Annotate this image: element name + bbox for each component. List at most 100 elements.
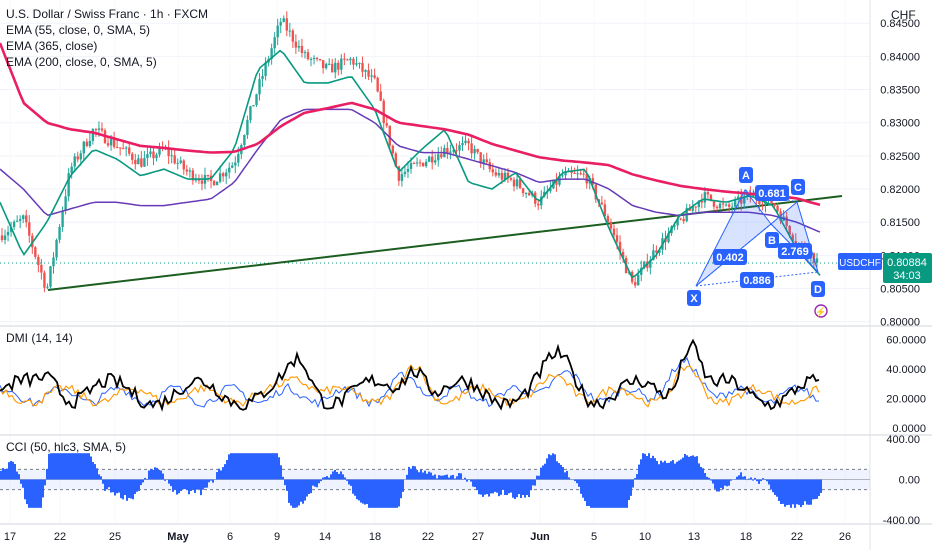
cci-bar (490, 480, 492, 494)
cci-bar (580, 480, 582, 494)
currency-label[interactable]: CHF (891, 8, 916, 22)
cci-bar (622, 480, 624, 508)
candle-body (128, 148, 130, 154)
pattern-point-c: C (794, 182, 802, 194)
cci-bar (106, 480, 108, 490)
cci-bar (330, 474, 332, 479)
cci-bar (680, 459, 682, 479)
cci-bar (90, 456, 92, 479)
cci-bar (120, 480, 122, 499)
cci-bar (92, 462, 94, 480)
cci-bar (108, 480, 110, 488)
cci-bar (240, 453, 242, 479)
cci-bar (356, 480, 358, 500)
cci-bar (308, 480, 310, 495)
candle-body (140, 158, 142, 166)
candle-body (310, 59, 312, 60)
candle-body (83, 142, 85, 154)
cci-bar (638, 465, 640, 480)
cci-bar (288, 480, 290, 503)
cci-bar (278, 457, 280, 479)
price-tick-label: 0.80500 (880, 284, 920, 296)
legend-ema365[interactable]: EMA (365, close) (6, 38, 208, 54)
price-tick-label: 0.84000 (880, 51, 920, 63)
cci-bar (124, 480, 126, 496)
cci-bar (332, 471, 334, 479)
cci-bar (458, 473, 460, 479)
candle-body (383, 101, 385, 123)
cci-bar (558, 463, 560, 479)
cci-bar (650, 458, 652, 479)
cci-title[interactable]: CCI (50, hlc3, SMA, 5) (6, 440, 126, 454)
candle-body (125, 148, 127, 149)
cci-bar (528, 480, 530, 498)
cci-bar (722, 480, 724, 490)
cci-bar (758, 480, 760, 484)
cci-bar (510, 480, 512, 493)
cci-bar (754, 478, 756, 480)
cci-bar (578, 480, 580, 487)
candle-body (77, 156, 79, 159)
candle-body (461, 143, 463, 145)
cci-bar (110, 480, 112, 493)
legend-ema55[interactable]: EMA (55, close, 0, SMA, 5) (6, 22, 208, 38)
cci-bar (216, 472, 218, 479)
cci-bar (668, 463, 670, 480)
cci-bar (672, 460, 674, 479)
candle-body (495, 172, 497, 175)
candle-body (325, 64, 327, 68)
cci-bar (634, 478, 636, 479)
cci-bar (806, 480, 808, 505)
candle-body (407, 169, 409, 172)
candle-body (576, 173, 578, 174)
cci-bar (488, 480, 490, 497)
cci-bar (540, 468, 542, 480)
cci-bar (600, 480, 602, 508)
legend-ema200[interactable]: EMA (200, close, 0, SMA, 5) (6, 54, 208, 70)
candle-body (28, 222, 30, 235)
cci-bar (756, 480, 758, 482)
cci-bar (154, 467, 156, 479)
cci-bar (112, 480, 114, 493)
pattern-point-d: D (814, 284, 822, 296)
cci-bar (168, 480, 170, 484)
cci-bar (0, 471, 2, 480)
candle-body (373, 75, 375, 78)
dmi-title[interactable]: DMI (14, 14) (6, 331, 73, 345)
cci-bar (164, 480, 166, 481)
candle-body (46, 287, 48, 288)
cci-bar (694, 457, 696, 480)
cci-bar (144, 478, 146, 480)
date-tick-label: 25 (109, 531, 121, 543)
candle-body (313, 58, 315, 59)
cci-bar (744, 476, 746, 479)
candle-body (716, 207, 718, 208)
cci-bar (132, 480, 134, 500)
date-tick-label: 9 (274, 531, 280, 543)
cci-bar (562, 467, 564, 479)
cci-bar (500, 480, 502, 495)
candle-body (707, 192, 709, 194)
cci-bar (346, 480, 348, 481)
cci-bar (416, 470, 418, 479)
cci-bar (230, 453, 232, 479)
cci-bar (746, 480, 748, 481)
candle-body (525, 193, 527, 194)
cci-bar (58, 453, 60, 479)
cci-bar (566, 471, 568, 480)
cci-bar (306, 480, 308, 497)
candle-body (376, 78, 378, 92)
cci-bar (614, 480, 616, 508)
candle-body (119, 147, 121, 148)
cci-bar (470, 480, 472, 482)
cci-bar (720, 480, 722, 488)
candle-body (607, 216, 609, 222)
cci-bar (16, 472, 18, 480)
candle-body (74, 156, 76, 166)
cci-bar (508, 480, 510, 494)
candle-body (225, 172, 227, 176)
cci-bar (322, 478, 324, 480)
cci-bar (408, 467, 410, 480)
cci-bar (696, 456, 698, 479)
